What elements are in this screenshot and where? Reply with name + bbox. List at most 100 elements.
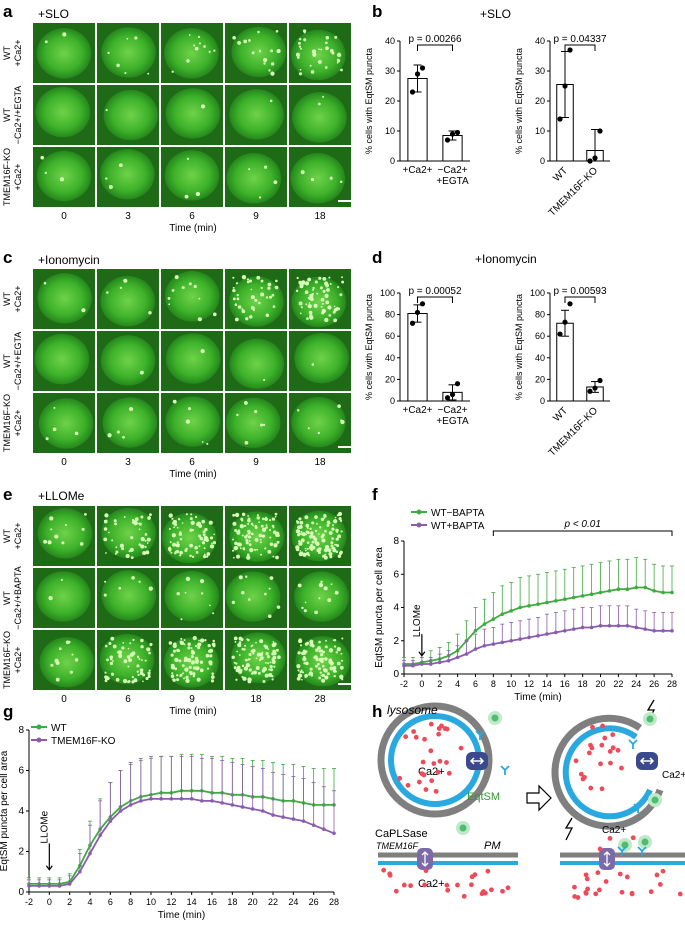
punctum xyxy=(301,606,304,610)
punctum xyxy=(130,536,134,540)
punctum xyxy=(147,674,151,679)
calcium-ion xyxy=(416,779,422,785)
punctum xyxy=(65,640,70,645)
calcium-ion xyxy=(455,882,460,888)
punctum xyxy=(329,283,332,286)
punctum xyxy=(336,647,341,652)
data-point xyxy=(437,660,442,665)
punctum xyxy=(246,553,250,557)
calcium-ion xyxy=(422,882,427,888)
punctum xyxy=(126,655,131,659)
punctum xyxy=(259,656,264,661)
cell xyxy=(229,338,285,390)
axis-title: Time (min) xyxy=(169,469,216,480)
punctum xyxy=(138,522,141,525)
punctum xyxy=(261,534,266,538)
punctum xyxy=(193,284,197,289)
data-point xyxy=(562,83,568,89)
punctum xyxy=(140,544,145,549)
punctum xyxy=(308,310,313,315)
y-tick-label: 40 xyxy=(535,353,545,363)
cell xyxy=(225,397,281,449)
punctum xyxy=(139,370,144,375)
data-point xyxy=(311,823,316,827)
calcium-ion xyxy=(444,882,450,888)
punctum xyxy=(174,667,178,671)
punctum xyxy=(168,513,173,518)
punctum xyxy=(335,651,338,654)
punctum xyxy=(258,533,263,538)
punctum xyxy=(197,317,202,322)
cell xyxy=(164,570,220,622)
calcium-ion xyxy=(423,787,429,792)
eqtsm-probe-core xyxy=(621,841,629,849)
punctum xyxy=(301,532,306,537)
x-tick-label: -2 xyxy=(400,679,408,689)
calcium-ion xyxy=(597,846,603,852)
calcium-ion xyxy=(458,745,464,751)
data-point xyxy=(411,663,415,668)
punctum xyxy=(243,39,247,44)
punctum xyxy=(324,293,329,298)
punctum xyxy=(198,297,201,300)
panel-letter-h: h xyxy=(372,702,382,721)
punctum xyxy=(179,531,182,534)
punctum xyxy=(234,512,240,518)
calcium-ion xyxy=(411,729,417,734)
calcium-ion xyxy=(575,895,581,900)
panel-letter-a: a xyxy=(3,2,13,21)
punctum xyxy=(311,49,317,54)
data-point xyxy=(545,600,549,605)
punctum xyxy=(322,668,327,672)
punctum xyxy=(322,276,327,281)
punctum xyxy=(208,50,211,53)
punctum xyxy=(255,666,260,670)
punctum xyxy=(300,538,305,543)
calcium-ion xyxy=(603,879,609,884)
punctum xyxy=(144,545,147,549)
y-tick-label: 0 xyxy=(540,396,545,406)
x-tick-label: 20 xyxy=(248,897,258,907)
calcium-ion xyxy=(586,750,592,756)
row-label: WT xyxy=(2,46,12,60)
punctum xyxy=(330,544,334,548)
punctum xyxy=(121,547,125,551)
punctum xyxy=(195,550,199,554)
punctum xyxy=(172,399,177,404)
punctum xyxy=(271,524,275,528)
punctum xyxy=(190,655,194,659)
punctum xyxy=(325,46,329,51)
y-axis-title: % cells with EqtSM puncta xyxy=(364,294,374,400)
punctum xyxy=(114,553,117,555)
punctum xyxy=(326,672,330,676)
axis-title: Time (min) xyxy=(169,223,216,234)
punctum xyxy=(144,539,147,542)
data-point xyxy=(554,630,558,635)
punctum xyxy=(262,680,266,684)
punctum xyxy=(273,180,278,185)
punctum xyxy=(268,668,271,671)
punctum xyxy=(113,519,117,523)
punctum xyxy=(116,63,120,68)
punctum xyxy=(181,286,185,290)
punctum xyxy=(187,407,191,411)
legend-marker xyxy=(36,737,42,743)
data-point xyxy=(557,331,563,337)
data-point xyxy=(98,833,102,838)
punctum xyxy=(318,582,324,588)
calcium-ion xyxy=(607,835,613,841)
punctum xyxy=(335,543,338,546)
punctum xyxy=(106,676,110,681)
punctum xyxy=(299,68,302,71)
punctum xyxy=(255,657,258,660)
damage-bolt-icon-pm xyxy=(564,817,574,841)
punctum xyxy=(329,176,333,180)
punctum xyxy=(212,639,215,643)
punctum xyxy=(136,655,140,659)
category-label: +Ca2+ xyxy=(402,405,432,416)
punctum xyxy=(206,442,209,445)
punctum xyxy=(329,555,333,559)
punctum xyxy=(306,317,309,320)
punctum xyxy=(211,642,216,647)
y-tick-label: 4 xyxy=(393,603,399,614)
